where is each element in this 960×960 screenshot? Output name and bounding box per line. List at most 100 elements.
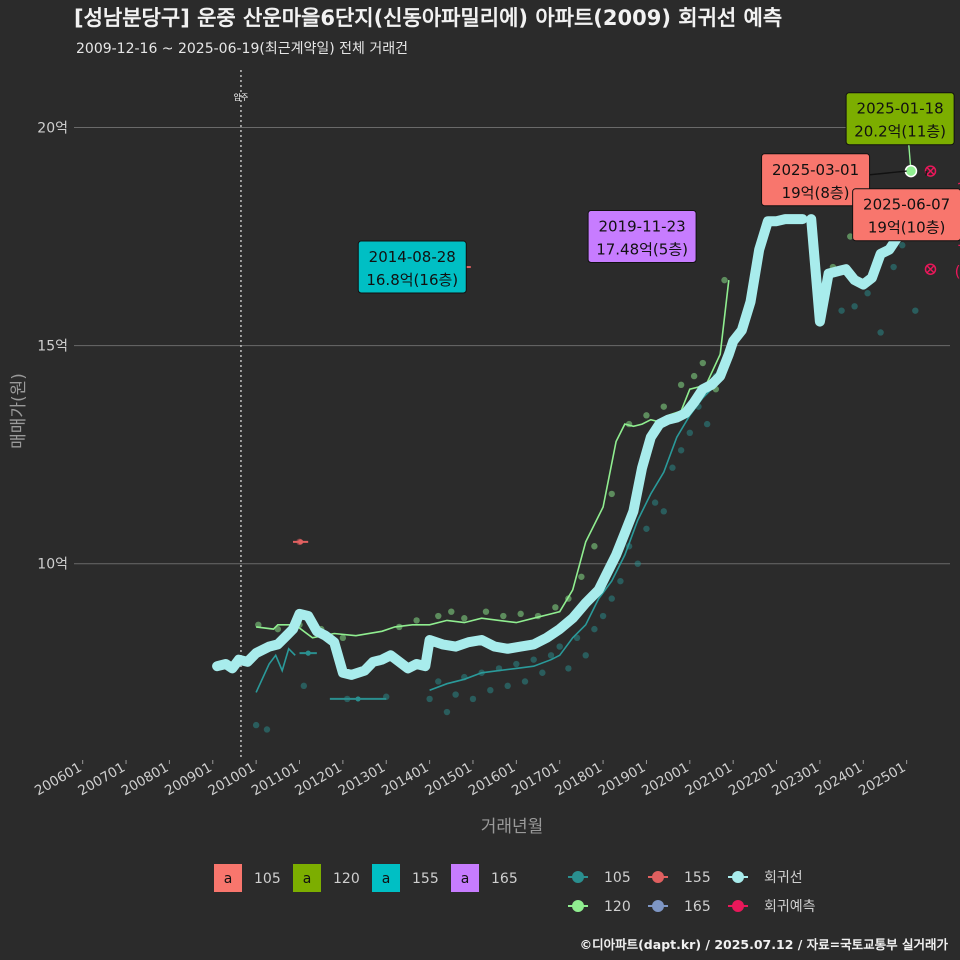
trend-line-120 [255,280,730,639]
x-tick-label: 201101 [249,760,302,800]
x-tick-label: 200601 [32,760,85,800]
callout-price: 19억(10층) [868,219,945,237]
scatter-point-120 [690,372,698,380]
scatter-point-105 [530,656,537,663]
scatter-point-105 [573,634,581,642]
scatter-point-120 [660,403,667,410]
scatter-point-105 [521,678,529,685]
scatter-point-120 [721,276,728,284]
scatter-point-120 [274,625,282,633]
x-tick-label: 200701 [75,760,128,800]
callout-price: 20.2억(11층) [854,123,946,141]
legend-size-fill: a 105 a 120 a 155 a 165 [214,864,518,892]
prediction-marker-cross [925,166,936,176]
scatter-point-120 [339,634,347,642]
callout-background [587,210,697,263]
legend-label-105: 105 [254,871,281,887]
prediction-marker-cross [925,264,936,274]
legend-key-dot [572,900,584,912]
scatter-point-105 [426,695,433,703]
y-tick-label: 20억 [37,120,68,136]
callout-box-105: 2025-03-01 19억(8층) [761,153,871,207]
scatter-point-105 [263,726,271,733]
callout-date: 2019-11-23 [599,218,686,236]
scatter-point-105 [539,669,546,676]
scatter-point-105 [556,643,563,650]
trend-line-105 [255,647,296,693]
callout-date: 2014-08-28 [369,248,456,266]
legend-key-dot [732,900,744,912]
scatter-point-120 [847,233,854,240]
legend-swatch-155 [372,864,400,892]
legend-key-dot [572,871,584,883]
legend-label-165: 165 [684,899,711,915]
trade-point-155 [297,539,304,545]
scatter-point-105 [469,695,477,703]
x-tick-label: 201501 [422,760,475,800]
callout-date: 2025-03-01 [772,161,859,179]
x-tick-label: 202501 [856,760,909,800]
legend-swatch-glyph: a [382,871,391,887]
x-tick-label: 201801 [552,760,605,800]
move-in-label: 입주 [234,93,249,102]
prediction-marker [924,263,937,275]
legend-swatch-glyph: a [461,871,470,887]
legend-key-dot [652,871,664,883]
scatter-point-120 [552,604,559,611]
scatter-point-120 [500,612,507,620]
scatter-point-105 [608,595,615,602]
callout-date: 2025-06-07 [863,196,950,214]
scatter-point-105 [677,447,685,454]
x-tick-label: 201401 [379,760,432,800]
legend-label-165: 165 [491,871,518,887]
scatter-point-105 [669,464,676,471]
scatter-point-105 [877,329,884,336]
x-tick-label: 202401 [813,760,866,800]
scatter-point-120 [435,612,442,620]
legend-key-dot [732,871,744,883]
x-tick-label: 201201 [292,760,345,800]
chart-subtitle: 2009-12-16 ~ 2025-06-19(최근계약일) 전체 거래건 [76,41,408,57]
scatter-point-105 [890,263,897,271]
y-tick-label: 15억 [37,339,68,355]
scatter-point-105 [686,429,694,437]
legend-swatch-120 [293,864,321,892]
callout-price: 16.8억(16층) [366,271,458,289]
scatter-point-105 [591,625,598,633]
legend-label-120: 120 [333,871,360,887]
x-tick-label: 202201 [726,760,779,800]
callout-background [845,92,955,146]
scatter-point-120 [677,381,685,389]
x-tick-label: 202101 [683,760,736,800]
legend-label-155: 155 [412,871,439,887]
scatter-point-120 [608,490,615,498]
x-tick-label: 202301 [769,760,822,800]
x-tick-label: 202001 [639,760,692,800]
scatter-point-105 [599,612,607,620]
x-tick-label: 200801 [119,760,172,800]
scatter-point-105 [300,682,308,690]
source-credit: ©디아파트(dapt.kr) / 2025.07.12 / 자료=국토교통부 실… [579,937,948,952]
legend-label-120: 120 [604,899,631,915]
scatter-point-105 [838,307,845,314]
callout-price: 19억(8층) [782,184,850,202]
scatter-point-105 [643,525,650,532]
scatter-point-105 [582,652,589,659]
callout-box-165: 2019-11-23 17.48억(5층) [587,210,697,263]
scatter-point-120 [699,359,707,367]
scatter-point-105 [513,660,520,668]
scatter-point-105 [452,691,459,698]
scatter-point-105 [547,652,555,659]
trend-line-105 [429,362,730,691]
callout-box-155: 2014-08-28 16.8억(16층) [357,240,467,294]
scatter-point-120 [482,608,490,615]
x-tick-label: 201901 [596,760,649,800]
legend-label-회귀예측: 회귀예측 [764,899,816,915]
chart-title: [성남분당구] 운중 산운마을6단지(신동아파밀리에) 아파트(2009) 회귀… [74,6,783,30]
scatter-point-120 [448,608,455,615]
scatter-point-105 [617,577,624,585]
legend-swatch-glyph: a [303,871,312,887]
callout-price: 17.48억(5층) [596,241,688,259]
x-tick-label: 200901 [162,760,215,800]
